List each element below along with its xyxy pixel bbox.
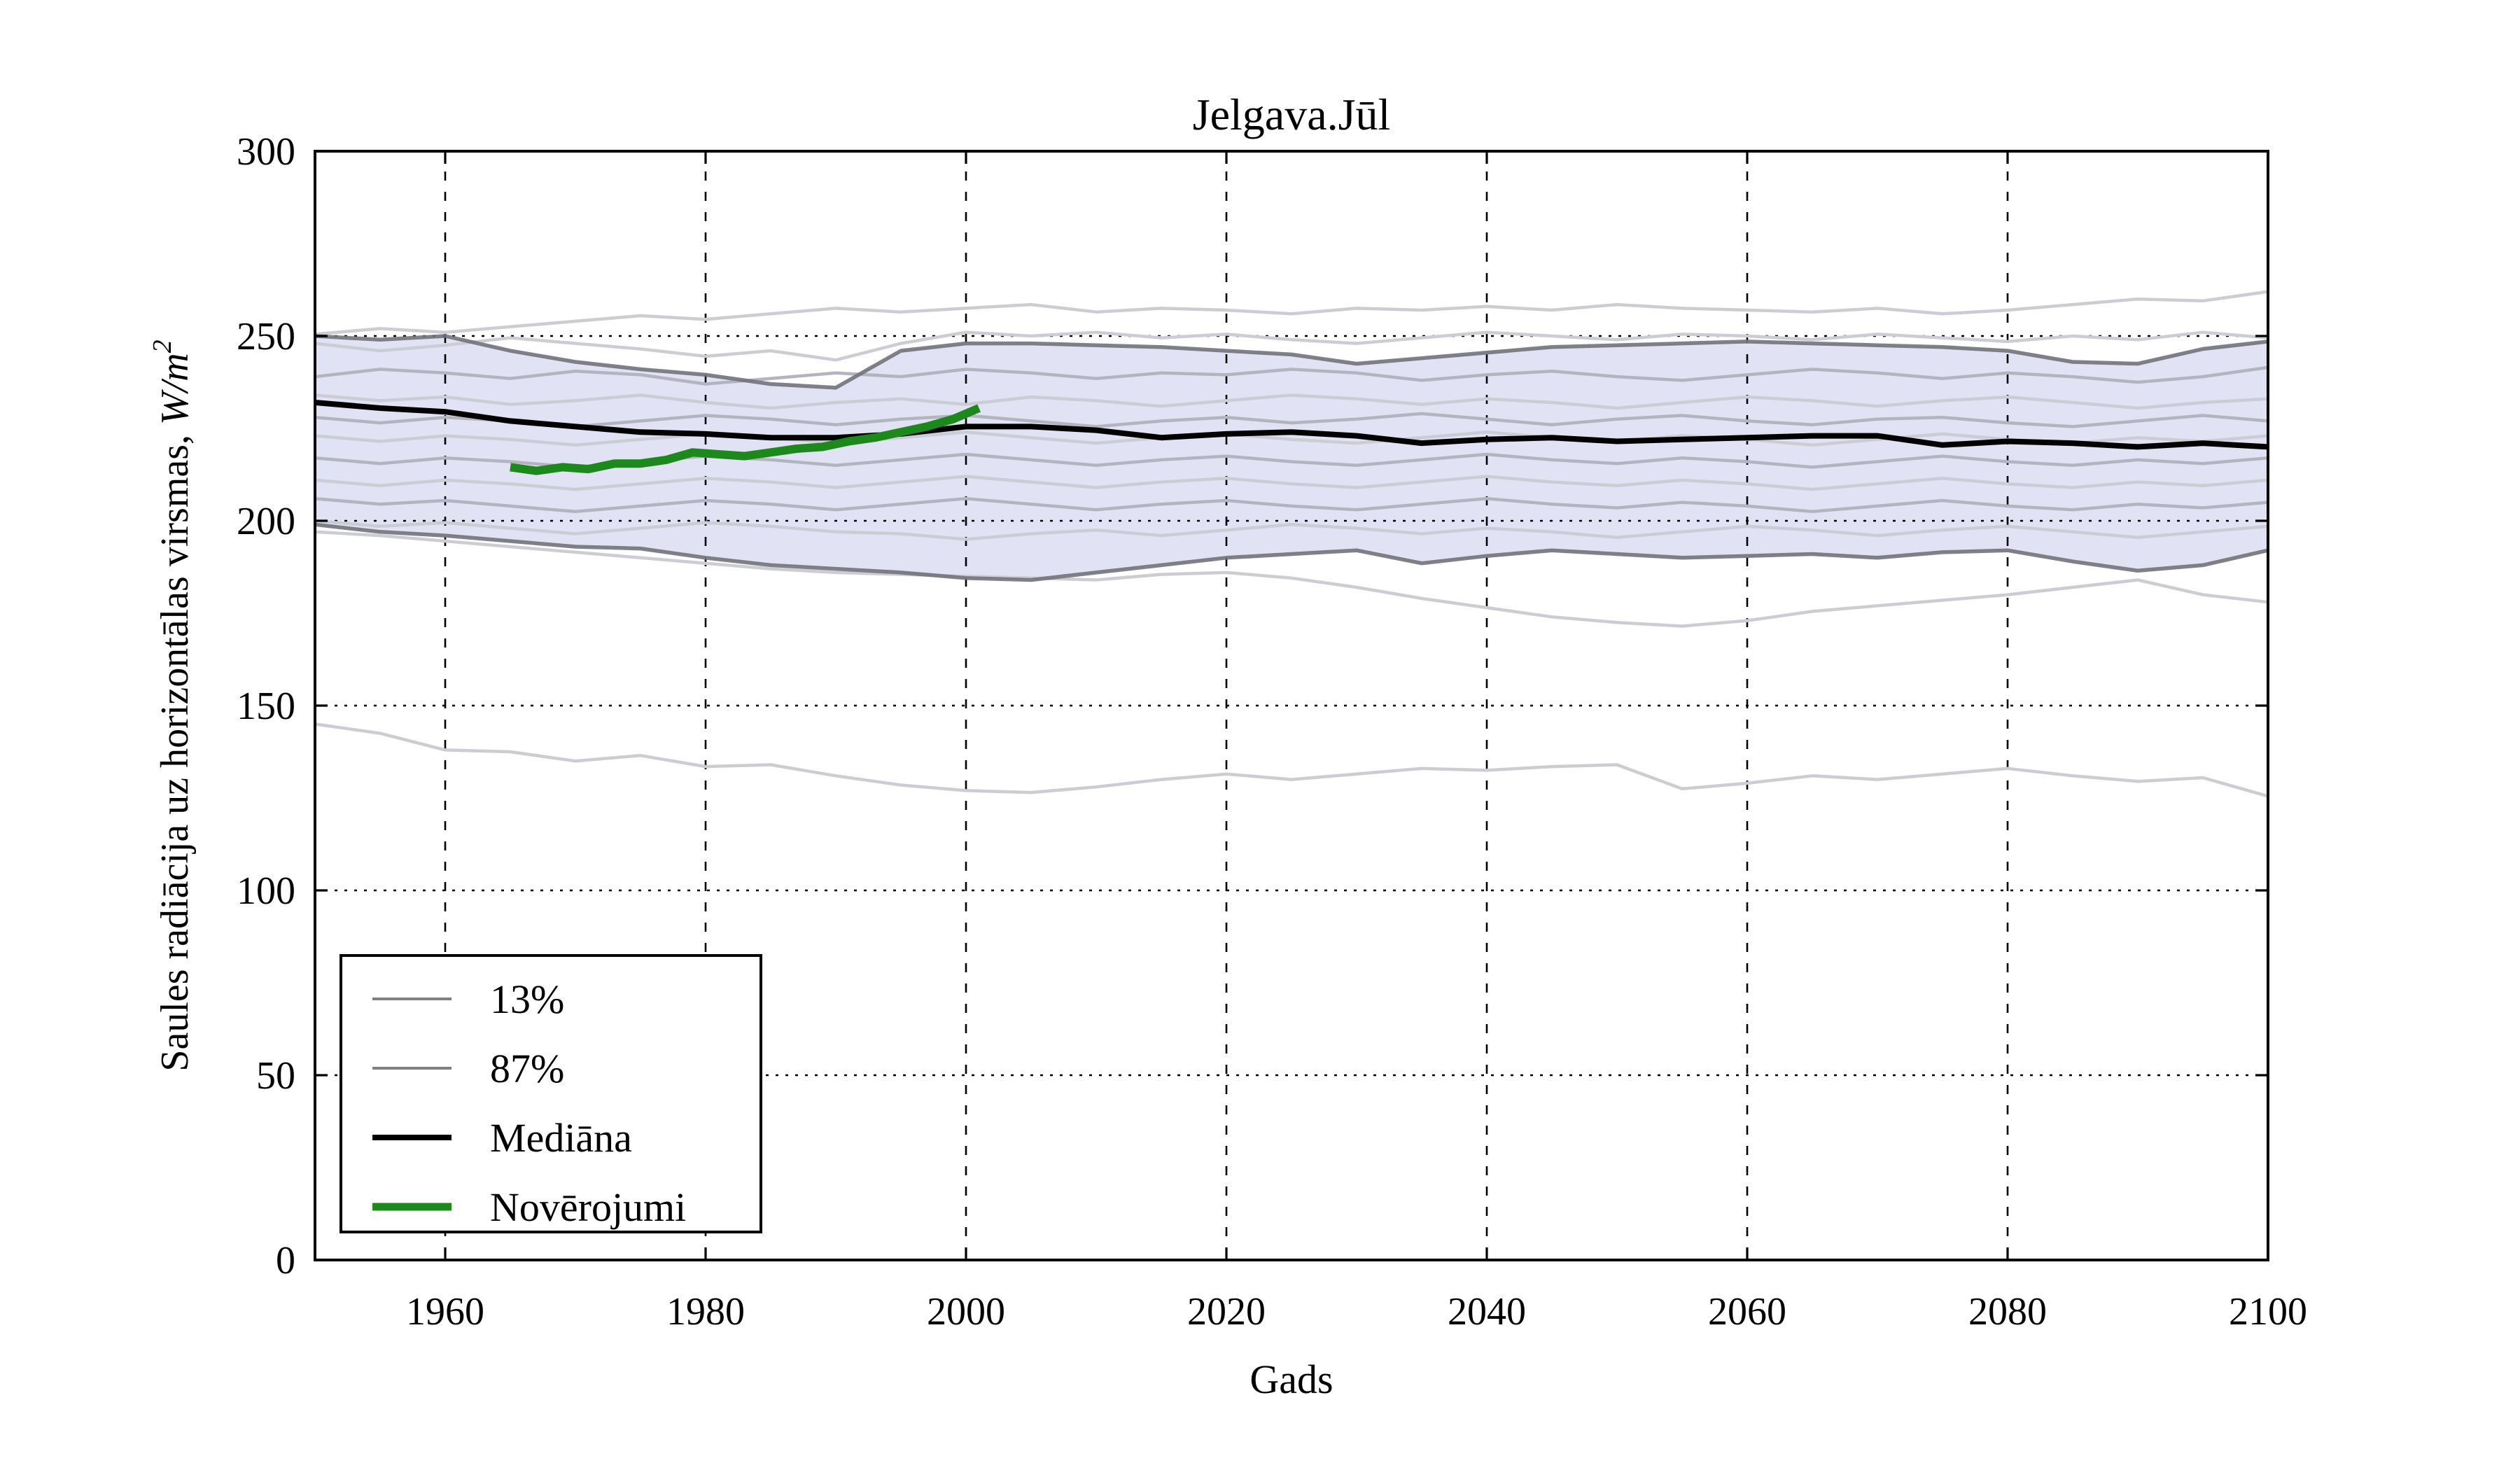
x-tick-label: 2100 <box>2229 1290 2307 1334</box>
legend: 13% 87% Mediāna Novērojumi <box>340 954 762 1233</box>
legend-label: 13% <box>490 976 564 1022</box>
legend-label: 87% <box>490 1046 564 1091</box>
percentile-edges <box>314 334 2269 582</box>
x-tick-label: 2080 <box>1968 1290 2047 1334</box>
chart-title: Jelgava.Jūl <box>1193 90 1391 139</box>
ensemble-line <box>313 475 2270 491</box>
x-tick-label: 1980 <box>666 1290 745 1334</box>
x-tick-label: 2020 <box>1187 1290 1266 1334</box>
ensemble-line <box>313 330 2270 362</box>
ensemble-line <box>313 430 2270 447</box>
y-axis-label-text: Saules radiācija uz horizontālas virsmas… <box>148 340 197 1071</box>
ensemble-line <box>313 393 2270 410</box>
ensemble-lines <box>313 290 2270 798</box>
x-tick-label: 2060 <box>1708 1290 1786 1334</box>
legend-label: Novērojumi <box>490 1184 686 1230</box>
y-axis-label: Saules radiācija uz horizontālas virsmas… <box>148 340 197 1071</box>
y-tick-label: 0 <box>276 1239 295 1282</box>
x-tick-labels: 1960 1980 2000 2020 2040 2060 2080 2100 <box>406 1290 2307 1334</box>
x-tick-label: 1960 <box>406 1290 484 1334</box>
ensemble-line <box>313 722 2270 798</box>
median-polyline <box>314 400 2269 450</box>
legend-label: Mediāna <box>490 1115 632 1161</box>
y-tick-label: 50 <box>256 1054 295 1098</box>
band-fill <box>315 336 2268 580</box>
y-tick-label: 300 <box>237 130 295 174</box>
percentile-13-line <box>314 522 2269 582</box>
legend-box <box>340 954 762 1233</box>
ensemble-line <box>313 519 2270 541</box>
ensemble-line <box>313 530 2270 628</box>
ensemble-line <box>313 365 2270 386</box>
percentile-band <box>315 336 2268 580</box>
x-tick-label: 2000 <box>927 1290 1005 1334</box>
y-tick-label: 100 <box>237 869 295 913</box>
y-tick-labels: 0 50 100 150 200 250 300 <box>237 130 295 1282</box>
x-tick-label: 2040 <box>1448 1290 1526 1334</box>
ensemble-line <box>313 497 2270 514</box>
tick-marks <box>315 151 2269 1260</box>
percentile-87-line <box>314 334 2269 390</box>
y-tick-label: 150 <box>237 685 295 728</box>
ensemble-line <box>313 290 2270 336</box>
y-tick-label: 200 <box>237 500 295 543</box>
observations-line <box>510 404 981 475</box>
observations-polyline <box>510 404 981 475</box>
ensemble-line <box>313 412 2270 428</box>
y-tick-label: 250 <box>237 315 295 358</box>
x-axis-label: Gads <box>1250 1357 1333 1402</box>
median-line <box>314 400 2269 450</box>
